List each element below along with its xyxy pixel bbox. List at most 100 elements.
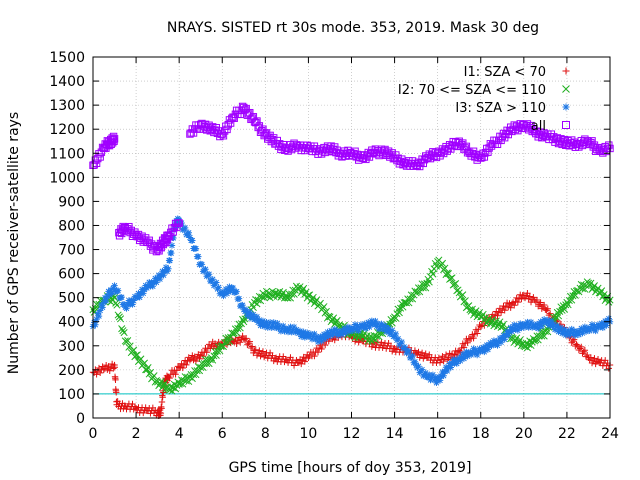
data-point-band xyxy=(591,322,598,330)
data-point-band xyxy=(99,304,106,311)
data-point-band xyxy=(379,325,386,333)
data-point xyxy=(283,325,291,333)
data-point-band xyxy=(242,306,250,313)
y-tick-label: 1400 xyxy=(49,74,85,90)
data-point-band xyxy=(258,320,265,327)
data-point-band xyxy=(508,328,516,335)
data-point-band xyxy=(331,336,338,344)
data-point-band xyxy=(289,326,297,333)
data-point-band xyxy=(90,319,98,326)
data-point-band xyxy=(441,368,449,375)
data-point-band xyxy=(593,324,601,332)
data-point-band xyxy=(284,328,292,336)
data-point-band xyxy=(185,229,192,236)
data-point-band xyxy=(377,323,384,330)
y-tick-label: 1500 xyxy=(49,50,85,66)
data-point-band xyxy=(426,371,433,378)
data-point-band xyxy=(393,310,401,318)
data-point-band xyxy=(544,328,552,336)
data-point xyxy=(261,291,269,299)
data-point-band xyxy=(192,357,200,365)
data-point-band xyxy=(596,289,604,297)
data-point-band xyxy=(493,337,500,345)
data-point-band xyxy=(555,328,562,335)
data-point-band xyxy=(233,340,240,347)
data-point xyxy=(110,135,119,143)
x-tick-label: 18 xyxy=(472,426,490,442)
data-point-band xyxy=(490,337,498,344)
data-point-band xyxy=(478,347,486,355)
data-point-band xyxy=(96,307,104,314)
data-point-band xyxy=(584,351,591,359)
data-point-band xyxy=(366,323,373,331)
data-point-band xyxy=(512,326,519,333)
data-point-band xyxy=(497,339,505,346)
data-point-band xyxy=(425,278,433,286)
data-point xyxy=(391,332,398,340)
data-point-band xyxy=(550,320,557,328)
data-point-band xyxy=(496,334,504,342)
data-point-band xyxy=(482,345,489,352)
y-tick-label: 300 xyxy=(58,339,85,355)
data-point-band xyxy=(447,364,455,371)
data-point xyxy=(412,361,420,369)
data-point-band xyxy=(298,333,305,340)
data-point-band xyxy=(311,352,318,360)
data-point-band xyxy=(223,290,231,297)
data-point-band xyxy=(241,336,249,344)
data-point-band xyxy=(472,307,480,315)
data-point-band xyxy=(549,323,556,330)
data-point-band xyxy=(605,298,613,306)
data-point-band xyxy=(279,288,287,297)
data-point-band xyxy=(110,365,117,372)
data-point-band xyxy=(560,305,569,313)
legend: I1: SZA < 70 I2: 70 <= SZA <= 110 I3: SZA … xyxy=(398,65,570,134)
data-point-band xyxy=(115,313,123,321)
legend-marker-2 xyxy=(562,85,570,93)
data-point-band xyxy=(440,357,447,365)
data-point-band xyxy=(581,323,589,331)
data-point-band xyxy=(145,236,153,245)
data-point-band xyxy=(603,322,610,329)
data-point-band xyxy=(333,316,341,325)
data-point-band xyxy=(557,324,565,331)
y-tick-label: 1100 xyxy=(49,146,85,162)
data-point-band xyxy=(546,319,554,327)
data-point-band xyxy=(296,283,304,291)
data-point-band xyxy=(202,266,209,273)
x-tick-label: 24 xyxy=(601,426,619,442)
data-point-band xyxy=(234,324,242,332)
data-point-band xyxy=(575,331,583,338)
data-point-band xyxy=(175,219,182,227)
data-point-band xyxy=(226,283,233,290)
data-point-band xyxy=(350,324,358,331)
data-point-band xyxy=(579,329,586,337)
data-point xyxy=(402,345,409,352)
data-point-band xyxy=(439,368,446,376)
data-point-band xyxy=(524,318,531,326)
data-point-band xyxy=(496,318,504,326)
data-point-band xyxy=(570,327,578,334)
data-point-band xyxy=(220,292,227,300)
data-point-band xyxy=(212,351,220,359)
data-point-band xyxy=(429,270,437,278)
data-point-band xyxy=(505,332,512,339)
data-point-band xyxy=(564,301,572,309)
data-point-band xyxy=(534,325,542,332)
data-point-band xyxy=(287,323,294,331)
data-point-band xyxy=(511,321,518,329)
data-point-band xyxy=(101,294,109,301)
y-tick-label: 0 xyxy=(76,411,85,427)
data-point-band xyxy=(248,343,256,350)
chart-title: NRAYS. SISTED rt 30s mode. 353, 2019. Ma… xyxy=(167,20,539,36)
data-point-band xyxy=(172,371,179,378)
data-point-band xyxy=(378,339,385,346)
data-point-band xyxy=(551,326,559,333)
data-point-band xyxy=(111,364,118,371)
data-point-band xyxy=(422,369,429,377)
data-point-band xyxy=(300,328,307,336)
data-point-band xyxy=(568,296,576,304)
data-point-band xyxy=(275,325,282,332)
data-point-band xyxy=(304,329,311,336)
